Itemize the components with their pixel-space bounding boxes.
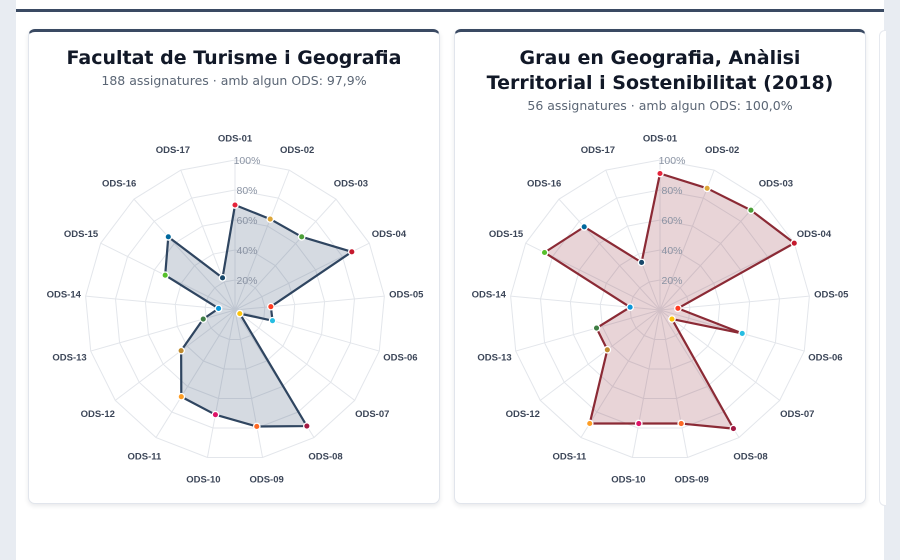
data-point-marker[interactable] [656, 169, 664, 178]
data-point-marker[interactable] [747, 206, 755, 215]
data-point-marker[interactable] [626, 303, 634, 312]
axis-label-ods-12: ODS-12 [81, 409, 115, 420]
data-point-marker[interactable] [729, 424, 738, 433]
axis-label-ods-07: ODS-07 [780, 409, 814, 420]
data-point-marker[interactable] [214, 304, 223, 313]
data-point-marker[interactable] [211, 410, 220, 419]
data-point-marker[interactable] [790, 239, 799, 247]
axis-label-ods-14: ODS-14 [472, 290, 507, 301]
chart-card-facultat: Facultat de Turisme i Geografia 188 assi… [28, 29, 440, 504]
data-point-marker[interactable] [585, 419, 594, 428]
data-point-marker[interactable] [266, 215, 275, 223]
axis-label-ods-14: ODS-14 [47, 290, 82, 301]
data-point-marker[interactable] [347, 247, 356, 256]
axis-label-ods-06: ODS-06 [383, 353, 417, 364]
radial-tick-label: 80% [661, 185, 682, 197]
axis-label-ods-13: ODS-13 [52, 353, 86, 364]
data-point-marker[interactable] [738, 329, 747, 338]
axis-label-ods-17: ODS-17 [581, 145, 615, 156]
data-point-marker[interactable] [703, 184, 711, 193]
axis-label-ods-08: ODS-08 [733, 452, 767, 463]
axis-label-ods-13: ODS-13 [477, 353, 511, 364]
axis-label-ods-07: ODS-07 [355, 409, 389, 420]
data-point-marker[interactable] [592, 324, 601, 332]
data-point-marker[interactable] [161, 271, 170, 280]
data-point-marker[interactable] [268, 316, 277, 325]
radial-tick-label: 40% [661, 245, 682, 257]
radar-grid [510, 159, 810, 458]
data-point-marker[interactable] [634, 419, 643, 428]
data-point-marker[interactable] [218, 273, 227, 282]
data-point-marker[interactable] [164, 232, 173, 241]
data-point-marker[interactable] [297, 232, 306, 241]
radial-tick-label: 80% [236, 185, 257, 197]
radar-chart: 20% 40% 60% 80% 100% ODS-01 ODS-02 ODS-03 ODS-04… [472, 134, 850, 486]
axis-label-ods-02: ODS-02 [705, 145, 739, 156]
axis-label-ods-15: ODS-15 [489, 229, 524, 240]
radar-series-area [543, 172, 796, 430]
data-point-marker[interactable] [231, 201, 239, 209]
data-point-marker[interactable] [235, 309, 244, 318]
radial-tick-label: 20% [661, 275, 682, 287]
radial-tick-label: 100% [234, 155, 261, 167]
axis-label-ods-02: ODS-02 [280, 145, 314, 156]
chart-title: Grau en Geografia, Anàlisi Territorial i… [486, 47, 834, 94]
axis-label-ods-12: ODS-12 [506, 409, 540, 420]
axis-label-ods-06: ODS-06 [808, 353, 842, 364]
axis-label-ods-11: ODS-11 [553, 452, 588, 463]
data-point-marker[interactable] [637, 258, 646, 267]
axis-label-ods-10: ODS-10 [186, 475, 220, 486]
chart-subtitle: 188 assignatures · amb algun ODS: 97,9% [101, 73, 367, 88]
data-point-marker[interactable] [603, 345, 612, 354]
chart-title: Facultat de Turisme i Geografia [66, 47, 402, 69]
axis-label-ods-04: ODS-04 [372, 229, 407, 240]
axis-label-ods-03: ODS-03 [334, 178, 368, 189]
header-divider [16, 9, 884, 12]
data-point-marker[interactable] [177, 346, 185, 355]
chart-card-grau-geografia: Grau en Geografia, Anàlisi Territorial i… [454, 29, 866, 504]
axis-label-ods-17: ODS-17 [156, 145, 190, 156]
radial-tick-label: 40% [236, 245, 257, 257]
axis-label-ods-03: ODS-03 [759, 178, 793, 189]
data-point-marker[interactable] [199, 315, 208, 323]
radial-tick-label: 20% [236, 275, 257, 287]
next-chart-card-edge [879, 30, 886, 506]
data-point-marker[interactable] [677, 419, 686, 428]
radial-tick-label: 60% [236, 215, 257, 227]
data-point-marker[interactable] [580, 223, 589, 231]
axis-label-ods-05: ODS-05 [814, 290, 849, 301]
radial-tick-label: 60% [661, 215, 682, 227]
data-point-marker[interactable] [540, 248, 549, 257]
axis-label-ods-16: ODS-16 [102, 178, 136, 189]
axis-label-ods-16: ODS-16 [527, 178, 561, 189]
data-point-marker[interactable] [674, 304, 682, 313]
chart-subtitle: 56 assignatures · amb algun ODS: 100,0% [527, 98, 793, 113]
radar-chart: 20% 40% 60% 80% 100% ODS-01 ODS-02 ODS-03 ODS-04… [47, 134, 425, 486]
right-gutter [884, 0, 900, 560]
axis-label-ods-01: ODS-01 [643, 134, 678, 145]
axis-label-ods-08: ODS-08 [308, 452, 342, 463]
axis-label-ods-10: ODS-10 [611, 475, 645, 486]
data-point-marker[interactable] [252, 422, 261, 431]
radial-tick-label: 100% [659, 155, 686, 167]
axis-label-ods-01: ODS-01 [218, 134, 253, 145]
data-point-marker[interactable] [177, 392, 186, 401]
axis-label-ods-05: ODS-05 [389, 290, 424, 301]
axis-label-ods-04: ODS-04 [797, 229, 832, 240]
data-point-marker[interactable] [266, 302, 275, 311]
axis-label-ods-09: ODS-09 [249, 475, 283, 486]
data-point-marker[interactable] [303, 422, 311, 430]
axis-label-ods-15: ODS-15 [64, 229, 99, 240]
radar-series-area [164, 203, 353, 428]
data-point-marker[interactable] [668, 315, 676, 323]
axis-label-ods-09: ODS-09 [674, 475, 708, 486]
axis-label-ods-11: ODS-11 [128, 452, 163, 463]
